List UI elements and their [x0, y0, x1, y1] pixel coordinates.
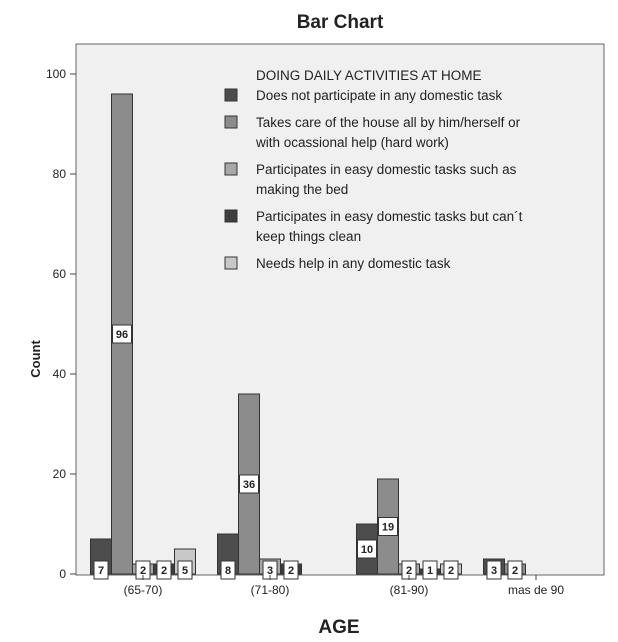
data-label-box	[93, 560, 109, 580]
data-label: 7	[98, 565, 104, 577]
data-label: 36	[243, 479, 255, 491]
data-label: 19	[382, 522, 394, 534]
x-tick-label: (71-80)	[251, 583, 290, 597]
data-label: 1	[427, 565, 433, 577]
y-tick-label: 80	[53, 167, 67, 181]
legend-swatch	[224, 88, 238, 102]
data-label-box	[378, 517, 398, 536]
chart-title: Bar Chart	[297, 12, 384, 33]
data-label-box	[443, 560, 459, 580]
legend-label: Participates in easy domestic tasks such…	[256, 162, 517, 177]
x-tick-label: mas de 90	[508, 583, 564, 597]
data-label: 10	[361, 544, 373, 556]
legend-label: Takes care of the house all by him/herse…	[256, 115, 521, 130]
data-label: 2	[161, 565, 167, 577]
data-label: 2	[288, 565, 294, 577]
data-label-box	[112, 324, 132, 344]
data-label-box	[507, 560, 523, 580]
legend: DOING DAILY ACTIVITIES AT HOME Does not …	[224, 68, 523, 271]
y-tick-label: 20	[53, 467, 67, 481]
legend-label: with ocassional help (hard work)	[255, 135, 449, 150]
legend-label: making the bed	[256, 182, 348, 197]
data-label: 2	[406, 565, 412, 577]
data-label-box	[239, 474, 259, 494]
x-tick-label: (81-90)	[390, 583, 429, 597]
plot-area	[75, 43, 605, 576]
legend-label: Does not participate in any domestic tas…	[256, 88, 502, 103]
y-tick-label: 60	[53, 267, 67, 281]
y-axis-label: Count	[28, 340, 43, 378]
y-tick-label: 40	[53, 367, 67, 381]
data-label: 5	[182, 565, 188, 577]
data-label-box	[422, 560, 438, 580]
data-label-box	[357, 539, 377, 559]
legend-swatch	[224, 162, 238, 176]
data-label: 2	[448, 565, 454, 577]
legend-label: Participates in easy domestic tasks but …	[256, 209, 523, 224]
y-tick-label: 0	[59, 567, 66, 581]
x-axis: (65-70) (71-80) (81-90) mas de 90	[124, 575, 564, 597]
data-label: 8	[225, 565, 231, 577]
data-label-box	[177, 560, 193, 580]
legend-label: Needs help in any domestic task	[256, 256, 451, 271]
y-tick-label: 100	[46, 67, 66, 81]
data-label: 96	[116, 329, 128, 341]
data-label: 3	[267, 565, 273, 577]
legend-swatch	[224, 115, 238, 129]
x-tick-label: (65-70)	[124, 583, 163, 597]
data-label: 2	[140, 565, 146, 577]
legend-title: DOING DAILY ACTIVITIES AT HOME	[256, 68, 482, 83]
data-label-box	[220, 560, 236, 580]
legend-label: keep things clean	[256, 229, 361, 244]
y-axis: 0 20 40 60 80 100	[46, 67, 76, 581]
legend-swatch	[224, 209, 238, 223]
data-label-box	[486, 560, 502, 580]
data-label-box	[156, 560, 172, 580]
x-axis-label: AGE	[318, 617, 359, 638]
legend-swatch	[224, 256, 238, 270]
data-label: 2	[512, 565, 518, 577]
data-label: 3	[491, 565, 497, 577]
data-labels-group: 7 96 2 2 5 8 36 3 2 10 19 2 1 2 3 2	[93, 324, 523, 580]
data-label-box	[283, 560, 299, 580]
